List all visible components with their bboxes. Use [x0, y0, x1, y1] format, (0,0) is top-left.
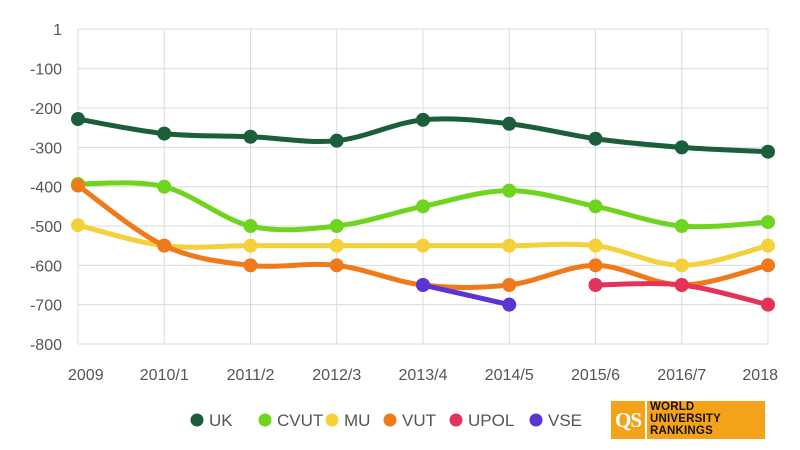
- data-point-cvut: [243, 219, 258, 234]
- data-point-vut: [329, 258, 344, 273]
- y-tick-label: -700: [30, 298, 62, 315]
- legend-marker-uk: [190, 413, 204, 427]
- data-point-uk: [243, 129, 258, 144]
- data-point-uk: [674, 140, 689, 155]
- legend-marker-mu: [325, 413, 339, 427]
- qs-world-university-rankings-logo: QS WORLD UNIVERSITY RANKINGS: [611, 401, 766, 439]
- series-cvut: [71, 176, 775, 234]
- y-tick-label: -600: [30, 258, 62, 275]
- legend-marker-vse: [529, 413, 543, 427]
- legend-item-vse: VSE: [529, 411, 582, 430]
- data-point-vut: [157, 238, 172, 253]
- data-point-vse: [502, 297, 517, 312]
- x-tick-label: 2014/5: [485, 367, 534, 384]
- legend-marker-vut: [383, 413, 397, 427]
- y-axis-ticks: 1 -100 -200 -300 -400 -500 -600 -700 -800: [30, 22, 62, 354]
- x-tick-label: 2016/7: [657, 367, 706, 384]
- x-tick-label: 2012/3: [312, 367, 361, 384]
- data-point-cvut: [157, 179, 172, 194]
- data-point-mu: [588, 238, 603, 253]
- data-point-mu: [243, 238, 258, 253]
- data-point-uk: [329, 133, 344, 148]
- data-point-vut: [588, 258, 603, 273]
- qs-logo-mark: QS: [611, 401, 645, 439]
- x-tick-label: 2018: [742, 367, 778, 384]
- legend-item-mu: MU: [325, 411, 370, 430]
- legend-item-vut: VUT: [383, 411, 436, 430]
- y-tick-label: 1: [53, 22, 62, 39]
- series-uk: [71, 112, 775, 159]
- series-upol: [588, 278, 775, 312]
- data-point-vut: [761, 258, 775, 273]
- grid-lines: [77, 28, 769, 345]
- data-point-cvut: [329, 219, 344, 234]
- legend-item-upol: UPOL: [449, 411, 514, 430]
- logo-line-3: RANKINGS: [650, 425, 713, 437]
- data-point-mu: [502, 238, 517, 253]
- logo-line-1: WORLD: [650, 401, 695, 413]
- data-point-mu: [329, 238, 344, 253]
- data-point-upol: [761, 297, 775, 312]
- data-point-cvut: [416, 199, 430, 214]
- x-tick-label: 2009: [68, 367, 104, 384]
- series-lines: [71, 112, 775, 312]
- legend-item-uk: UK: [190, 411, 233, 430]
- data-point-uk: [761, 144, 775, 159]
- data-point-uk: [416, 112, 430, 127]
- data-point-upol: [588, 278, 603, 293]
- legend-label-uk: UK: [209, 411, 233, 430]
- data-point-mu: [416, 238, 430, 253]
- data-point-mu: [761, 238, 775, 253]
- legend-marker-cvut: [258, 413, 272, 427]
- data-point-cvut: [761, 215, 775, 230]
- legend-item-cvut: CVUT: [258, 411, 323, 430]
- legend: UK CVUT MU VUT UPOL VSE: [190, 411, 582, 430]
- data-point-uk: [502, 116, 517, 131]
- legend-label-mu: MU: [344, 411, 370, 430]
- y-tick-label: -400: [30, 180, 62, 197]
- data-point-mu: [674, 258, 689, 273]
- y-tick-label: -100: [30, 62, 62, 79]
- x-tick-label: 2010/1: [140, 367, 189, 384]
- data-point-cvut: [502, 183, 517, 198]
- data-point-upol: [674, 278, 689, 293]
- y-tick-label: -200: [30, 101, 62, 118]
- legend-label-upol: UPOL: [468, 411, 514, 430]
- data-point-cvut: [588, 199, 603, 214]
- legend-label-vut: VUT: [402, 411, 436, 430]
- y-tick-label: -300: [30, 140, 62, 157]
- logo-line-2: UNIVERSITY: [650, 413, 722, 425]
- x-axis-ticks: 2009 2010/1 2011/2 2012/3 2013/4 2014/5 2015/6…: [68, 367, 778, 384]
- data-point-mu: [71, 218, 85, 233]
- x-tick-label: 2013/4: [399, 367, 448, 384]
- logo-wordmark: WORLD UNIVERSITY RANKINGS: [647, 401, 765, 439]
- data-point-vse: [416, 278, 430, 293]
- data-point-uk: [71, 112, 85, 127]
- x-tick-label: 2011/2: [227, 367, 275, 384]
- data-point-uk: [588, 131, 603, 146]
- y-tick-label: -800: [30, 337, 62, 354]
- data-point-vut: [502, 278, 517, 293]
- series-mu: [71, 218, 775, 273]
- y-tick-label: -500: [30, 219, 62, 236]
- legend-marker-upol: [449, 413, 463, 427]
- legend-label-vse: VSE: [548, 411, 582, 430]
- legend-label-cvut: CVUT: [277, 411, 323, 430]
- data-point-uk: [157, 126, 172, 141]
- data-point-vut: [71, 178, 85, 193]
- data-point-cvut: [674, 219, 689, 234]
- series-vse: [416, 278, 517, 312]
- x-tick-label: 2015/6: [571, 367, 620, 384]
- data-point-vut: [243, 258, 258, 273]
